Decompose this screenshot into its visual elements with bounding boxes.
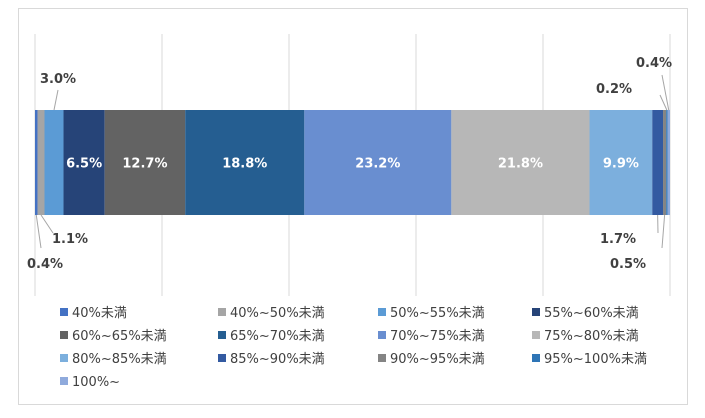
legend-label: 40%~50%未満 (230, 306, 325, 321)
legend-swatch (218, 331, 226, 339)
legend-swatch (532, 354, 540, 362)
data-label: 0.4% (27, 257, 63, 272)
chart-frame (18, 8, 688, 405)
leader-line (40, 214, 54, 234)
legend-swatch (532, 308, 540, 316)
bar-segment (35, 110, 38, 215)
bar-segment (37, 110, 45, 215)
legend-swatch (60, 377, 68, 385)
bar-segment (104, 110, 186, 215)
data-label: 6.5% (66, 157, 102, 172)
data-label: 1.1% (52, 232, 88, 247)
legend-label: 85%~90%未満 (230, 352, 325, 367)
data-label: 3.0% (40, 72, 76, 87)
data-label: 1.7% (600, 232, 636, 247)
legend-label: 40%未満 (72, 306, 127, 321)
bar-segment (666, 110, 668, 215)
data-label: 0.2% (596, 82, 632, 97)
legend-swatch (60, 331, 68, 339)
bar-segment (663, 110, 667, 215)
leader-line (659, 94, 668, 111)
leader-line (661, 74, 670, 111)
legend-swatch (60, 308, 68, 316)
leader-line (661, 214, 666, 249)
legend-swatch (378, 331, 386, 339)
legend-label: 50%~55%未満 (390, 306, 485, 321)
legend-swatch (378, 354, 386, 362)
legend-label: 70%~75%未満 (390, 329, 485, 344)
bar-segment (63, 110, 105, 215)
bar-segment (304, 110, 452, 215)
legend-swatch (378, 308, 386, 316)
legend-label: 75%~80%未満 (544, 329, 639, 344)
leader-line (35, 214, 42, 249)
bar-segment (44, 110, 64, 215)
legend-label: 55%~60%未満 (544, 306, 639, 321)
data-label: 12.7% (122, 157, 167, 172)
data-label: 21.8% (498, 157, 543, 172)
legend-label: 95%~100%未満 (544, 352, 647, 367)
bar-segment (589, 110, 653, 215)
data-label: 0.4% (636, 56, 672, 71)
bar-segment (451, 110, 590, 215)
bar-segment (652, 110, 664, 215)
bar-segment (185, 110, 305, 215)
legend-label: 100%~ (72, 375, 120, 390)
legend-label: 60%~65%未満 (72, 329, 167, 344)
data-label: 0.5% (610, 257, 646, 272)
legend-swatch (218, 308, 226, 316)
leader-line (53, 89, 59, 111)
legend-swatch (532, 331, 540, 339)
legend-label: 80%~85%未満 (72, 352, 167, 367)
data-label: 23.2% (355, 157, 400, 172)
legend-label: 90%~95%未満 (390, 352, 485, 367)
data-label: 18.8% (222, 157, 267, 172)
legend-swatch (218, 354, 226, 362)
legend-label: 65%~70%未満 (230, 329, 325, 344)
data-label: 9.9% (603, 157, 639, 172)
bar-segment (667, 110, 670, 215)
legend-swatch (60, 354, 68, 362)
